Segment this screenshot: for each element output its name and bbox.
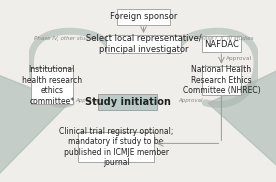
FancyBboxPatch shape [202, 66, 241, 95]
Text: Approval: Approval [226, 56, 252, 61]
Text: Approval: Approval [75, 98, 99, 103]
Text: Select local representative/
principal investigator: Select local representative/ principal i… [86, 34, 201, 54]
FancyBboxPatch shape [117, 9, 170, 25]
Text: Phase IV, other studies: Phase IV, other studies [34, 36, 96, 41]
Text: NAFDAC: NAFDAC [204, 39, 239, 49]
FancyBboxPatch shape [202, 36, 241, 52]
Text: Institutional
health research
ethics
committee*: Institutional health research ethics com… [22, 66, 82, 106]
FancyBboxPatch shape [31, 68, 73, 104]
FancyBboxPatch shape [78, 132, 154, 162]
Text: Study initiation: Study initiation [84, 97, 171, 107]
Text: Phase I, II, III studies: Phase I, II, III studies [197, 36, 253, 41]
FancyBboxPatch shape [106, 35, 181, 53]
Text: Foreign sponsor: Foreign sponsor [110, 12, 177, 21]
Text: National Health
Research Ethics
Committee (NHREC): National Health Research Ethics Committe… [183, 65, 260, 95]
Text: Approval: Approval [179, 98, 203, 103]
FancyBboxPatch shape [98, 94, 157, 110]
Text: Clinical trial registry optional;
mandatory if study to be
published in ICMJE me: Clinical trial registry optional; mandat… [59, 127, 173, 167]
